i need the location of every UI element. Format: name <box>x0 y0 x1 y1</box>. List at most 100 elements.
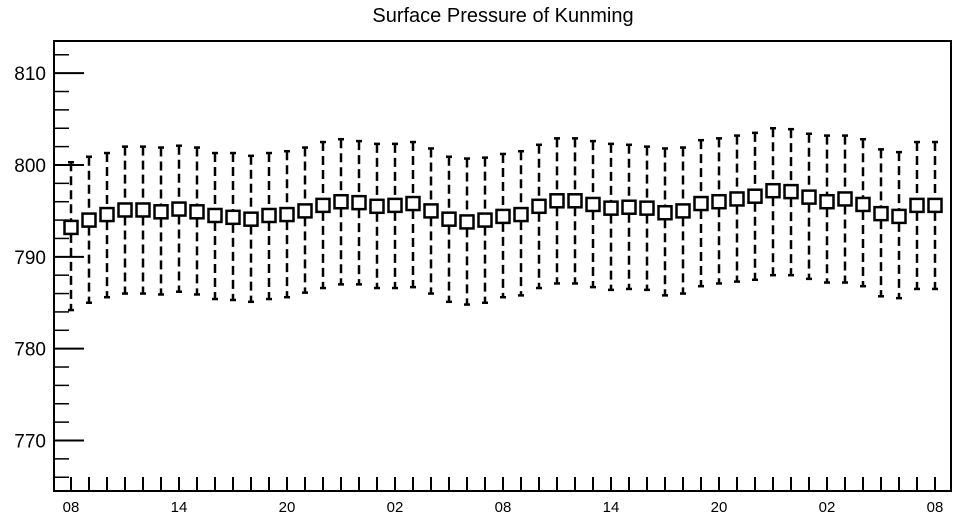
data-point <box>171 144 187 293</box>
data-point <box>585 139 601 289</box>
square-marker <box>711 193 727 210</box>
data-point <box>801 132 817 281</box>
square-marker <box>513 206 529 223</box>
square-marker <box>621 199 637 215</box>
data-point <box>891 150 907 300</box>
data-point <box>243 154 259 304</box>
x-tick-label: 08 <box>495 499 512 516</box>
square-marker <box>297 203 313 219</box>
data-point <box>657 147 673 297</box>
data-point <box>513 149 529 297</box>
square-marker <box>171 201 187 217</box>
square-marker <box>891 208 907 225</box>
data-point <box>747 131 763 282</box>
square-marker <box>657 204 673 221</box>
data-point <box>207 151 223 301</box>
box-series <box>63 126 943 312</box>
y-tick-label: 810 <box>14 64 46 85</box>
square-marker <box>369 198 385 215</box>
square-marker <box>387 197 403 214</box>
data-point <box>729 134 745 283</box>
data-point <box>765 126 781 277</box>
square-marker <box>747 188 763 204</box>
x-tick-label: 02 <box>819 499 836 516</box>
data-point <box>405 140 421 289</box>
data-point <box>477 156 493 304</box>
data-point <box>315 140 331 290</box>
square-marker <box>423 203 439 219</box>
square-marker <box>153 204 169 220</box>
data-point <box>909 140 925 291</box>
square-marker <box>135 202 151 218</box>
data-point <box>81 155 97 304</box>
data-point <box>711 137 727 285</box>
square-marker <box>783 183 799 200</box>
x-tick-label: 02 <box>387 499 404 516</box>
x-tick-label: 20 <box>279 499 296 516</box>
square-marker <box>63 219 79 236</box>
chart-title: Surface Pressure of Kunming <box>372 5 633 27</box>
data-point <box>441 155 457 304</box>
data-point <box>495 152 511 299</box>
square-marker <box>693 195 709 212</box>
x-axis: 08 14 20 02 08 14 20 02 08 <box>63 477 944 516</box>
square-marker <box>639 200 655 216</box>
data-point <box>549 137 565 285</box>
square-marker <box>441 211 457 227</box>
square-marker <box>405 195 421 212</box>
y-tick-label: 800 <box>14 156 46 177</box>
square-marker <box>567 193 583 209</box>
square-marker <box>531 198 547 215</box>
data-point <box>693 138 709 288</box>
data-point <box>531 143 547 290</box>
data-point <box>855 138 871 288</box>
data-point <box>783 127 799 277</box>
data-point <box>369 142 385 290</box>
square-marker <box>477 212 493 228</box>
data-point <box>99 151 115 299</box>
square-marker <box>351 194 367 211</box>
data-point <box>387 142 403 290</box>
data-point <box>261 151 277 301</box>
square-marker <box>207 207 223 224</box>
square-marker <box>585 196 601 213</box>
x-tick-label: 08 <box>63 499 80 516</box>
square-marker <box>765 182 781 199</box>
square-marker <box>927 197 943 214</box>
data-point <box>225 151 241 302</box>
data-point <box>423 147 439 295</box>
square-marker <box>873 205 889 222</box>
square-marker <box>729 191 745 207</box>
square-marker <box>549 193 565 209</box>
data-point <box>63 160 79 312</box>
data-point <box>279 149 295 299</box>
x-tick-label: 14 <box>171 499 188 516</box>
x-tick-label: 08 <box>927 499 944 516</box>
square-marker <box>315 197 331 214</box>
square-marker <box>261 207 277 224</box>
square-marker <box>243 211 259 227</box>
square-marker <box>117 202 133 218</box>
y-tick-label: 780 <box>14 340 46 361</box>
x-tick-label: 14 <box>603 499 620 516</box>
y-axis: 770 780 790 800 810 <box>14 54 84 478</box>
data-point <box>819 134 835 284</box>
data-point <box>333 138 349 286</box>
data-point <box>675 146 691 295</box>
data-point <box>117 145 133 295</box>
data-point <box>873 148 889 298</box>
square-marker <box>189 204 205 220</box>
square-marker <box>855 196 871 213</box>
data-point <box>837 134 853 284</box>
x-tick-label: 20 <box>711 499 728 516</box>
square-marker <box>603 200 619 216</box>
data-point <box>135 145 151 295</box>
data-point <box>639 145 655 292</box>
square-marker <box>909 197 925 214</box>
data-point <box>153 146 169 296</box>
square-marker <box>801 189 817 205</box>
square-marker <box>495 208 511 225</box>
data-point <box>351 139 367 286</box>
